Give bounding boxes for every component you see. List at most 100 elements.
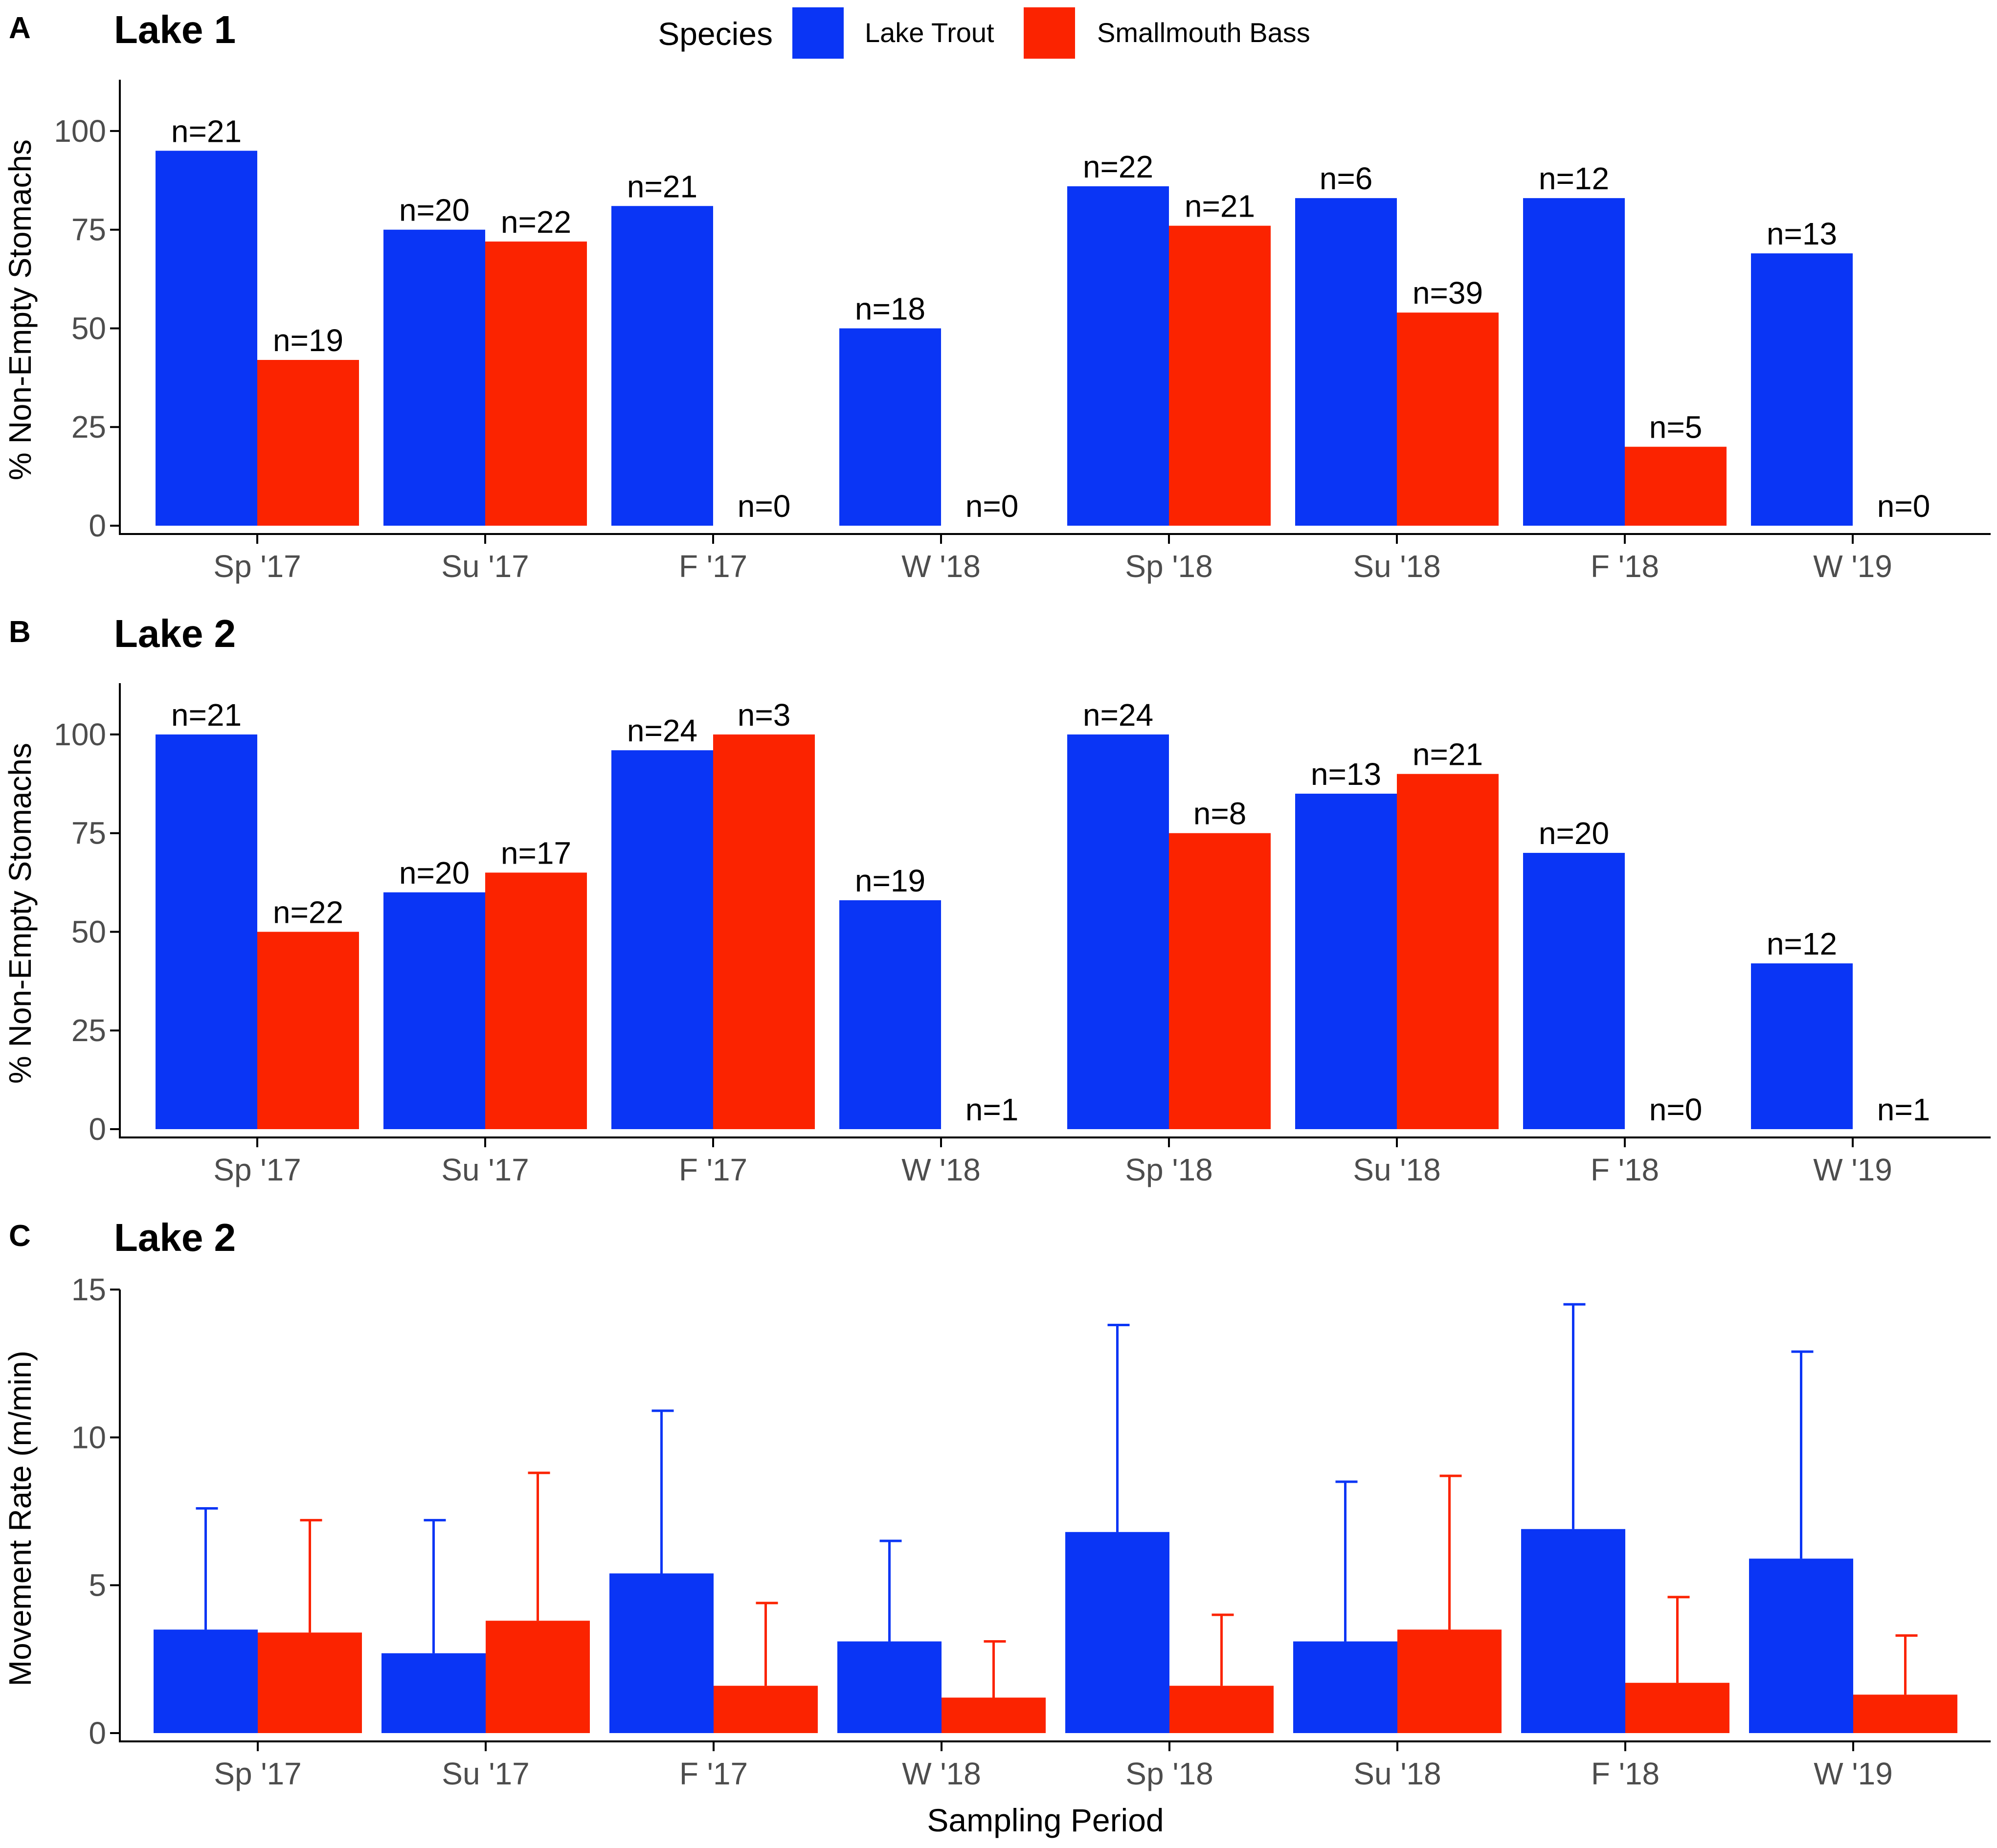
panel-title: Lake 1 <box>114 8 236 51</box>
data-label-lake-trout: n=6 <box>1320 161 1373 196</box>
bar-lake-trout <box>1521 1529 1625 1733</box>
bar-smallmouth-bass <box>1397 1629 1502 1733</box>
data-label-lake-trout: n=20 <box>399 855 470 891</box>
data-label-lake-trout: n=21 <box>171 113 242 149</box>
bar-lake-trout <box>1749 1559 1853 1733</box>
panel-letter: B <box>9 615 31 649</box>
x-tick-label: F '18 <box>1591 549 1659 584</box>
y-tick-label: 15 <box>71 1272 106 1307</box>
y-axis-label: % Non-Empty Stomachs <box>2 139 38 480</box>
y-tick-label: 50 <box>71 311 106 346</box>
y-axis-label: Movement Rate (m/min) <box>2 1351 38 1686</box>
x-axis-label: Sampling Period <box>927 1802 1164 1838</box>
bar-lake-trout <box>1065 1532 1169 1733</box>
data-label-lake-trout: n=19 <box>855 863 925 898</box>
data-label-smallmouth-bass: n=1 <box>965 1092 1019 1127</box>
data-label-smallmouth-bass: n=19 <box>273 323 343 358</box>
data-label-lake-trout: n=21 <box>171 697 242 733</box>
x-tick-label: F '17 <box>679 549 747 584</box>
bar-smallmouth-bass <box>1169 1686 1274 1733</box>
x-tick-label: Sp '18 <box>1125 1756 1213 1791</box>
data-label-smallmouth-bass: n=0 <box>1649 1092 1703 1127</box>
bar-smallmouth-bass <box>714 1686 818 1733</box>
legend-swatch-smallmouth-bass <box>1024 7 1075 59</box>
x-tick-label: W '18 <box>901 1152 981 1187</box>
data-label-smallmouth-bass: n=8 <box>1193 796 1247 831</box>
x-tick-label: F '17 <box>679 1152 747 1187</box>
bar-lake-trout <box>154 1629 258 1733</box>
data-label-lake-trout: n=24 <box>627 713 697 748</box>
bar-lake-trout <box>609 1573 714 1733</box>
x-tick-label: Sp '17 <box>213 549 301 584</box>
panel-b: B Lake 2 0 25 50 75 100 % Non-Empty Stomachs n=2… <box>2 612 1991 1187</box>
legend: Species Lake Trout Smallmouth Bass <box>658 7 1310 59</box>
panel-letter: C <box>9 1219 31 1253</box>
bar-lake-trout <box>156 734 257 1129</box>
y-tick-label: 75 <box>71 816 106 851</box>
legend-label-smallmouth-bass: Smallmouth Bass <box>1097 17 1310 48</box>
y-tick-label: 100 <box>54 113 106 149</box>
bar-smallmouth-bass <box>257 360 359 526</box>
y-tick-label: 25 <box>71 409 106 445</box>
data-label-smallmouth-bass: n=0 <box>738 489 791 524</box>
bar-smallmouth-bass <box>1169 225 1271 526</box>
x-tick-label: Sp '18 <box>1125 549 1212 584</box>
y-tick-label: 50 <box>71 914 106 949</box>
x-tick-label: Su '17 <box>442 1756 529 1791</box>
data-label-lake-trout: n=13 <box>1311 757 1381 792</box>
y-tick-label: 25 <box>71 1013 106 1048</box>
y-axis-label: % Non-Empty Stomachs <box>2 743 38 1084</box>
data-label-smallmouth-bass: n=5 <box>1649 410 1703 445</box>
x-tick-label: Sp '17 <box>214 1756 301 1791</box>
bar-lake-trout <box>839 328 941 526</box>
bar-lake-trout <box>156 151 257 526</box>
bar-lake-trout <box>383 892 485 1129</box>
panel-title: Lake 2 <box>114 612 236 655</box>
bar-smallmouth-bass <box>713 734 815 1129</box>
panel-c: C Lake 2 0 5 10 15 Movement Rate (m/min) Sp '17… <box>2 1216 1991 1838</box>
data-label-smallmouth-bass: n=21 <box>1413 737 1483 772</box>
x-tick-label: W '19 <box>1814 1756 1893 1791</box>
data-label-lake-trout: n=20 <box>1539 816 1609 851</box>
bar-lake-trout <box>839 900 941 1129</box>
data-label-lake-trout: n=18 <box>855 291 925 326</box>
x-tick-label: F '18 <box>1591 1152 1659 1187</box>
data-label-lake-trout: n=12 <box>1539 161 1609 196</box>
y-tick-label: 5 <box>89 1568 106 1603</box>
bar-smallmouth-bass <box>1625 1683 1729 1733</box>
data-label-smallmouth-bass: n=0 <box>1877 489 1930 524</box>
data-label-smallmouth-bass: n=17 <box>501 835 571 870</box>
x-tick-label: F '17 <box>679 1756 748 1791</box>
bar-lake-trout <box>611 206 713 526</box>
data-label-smallmouth-bass: n=22 <box>273 894 343 930</box>
panel-letter: A <box>9 11 31 45</box>
data-label-lake-trout: n=24 <box>1083 697 1153 733</box>
x-tick-label: Su '17 <box>441 549 529 584</box>
bar-lake-trout <box>1523 198 1625 526</box>
y-tick-label: 0 <box>89 1715 106 1751</box>
x-tick-label: Su '18 <box>1353 1152 1440 1187</box>
bar-smallmouth-bass <box>942 1697 1046 1733</box>
y-tick-label: 0 <box>89 1112 106 1147</box>
x-tick-label: Su '18 <box>1353 549 1440 584</box>
x-tick-label: Sp '17 <box>213 1152 301 1187</box>
bar-lake-trout <box>1523 853 1625 1129</box>
bar-lake-trout <box>1293 1641 1397 1733</box>
x-tick-label: W '19 <box>1813 1152 1892 1187</box>
data-label-smallmouth-bass: n=3 <box>738 697 791 733</box>
data-label-lake-trout: n=21 <box>627 169 697 204</box>
x-tick-label: W '19 <box>1813 549 1892 584</box>
bar-lake-trout <box>1067 734 1169 1129</box>
bar-smallmouth-bass <box>485 241 587 526</box>
data-label-smallmouth-bass: n=0 <box>965 489 1019 524</box>
x-tick-label: Sp '18 <box>1125 1152 1212 1187</box>
bar-lake-trout <box>1751 963 1853 1129</box>
data-label-smallmouth-bass: n=1 <box>1877 1092 1930 1127</box>
bar-smallmouth-bass <box>1397 312 1499 526</box>
data-label-smallmouth-bass: n=39 <box>1413 275 1483 311</box>
x-tick-label: Su '17 <box>441 1152 529 1187</box>
panel-title: Lake 2 <box>114 1216 236 1259</box>
data-label-lake-trout: n=20 <box>399 193 470 228</box>
bar-smallmouth-bass <box>257 932 359 1129</box>
